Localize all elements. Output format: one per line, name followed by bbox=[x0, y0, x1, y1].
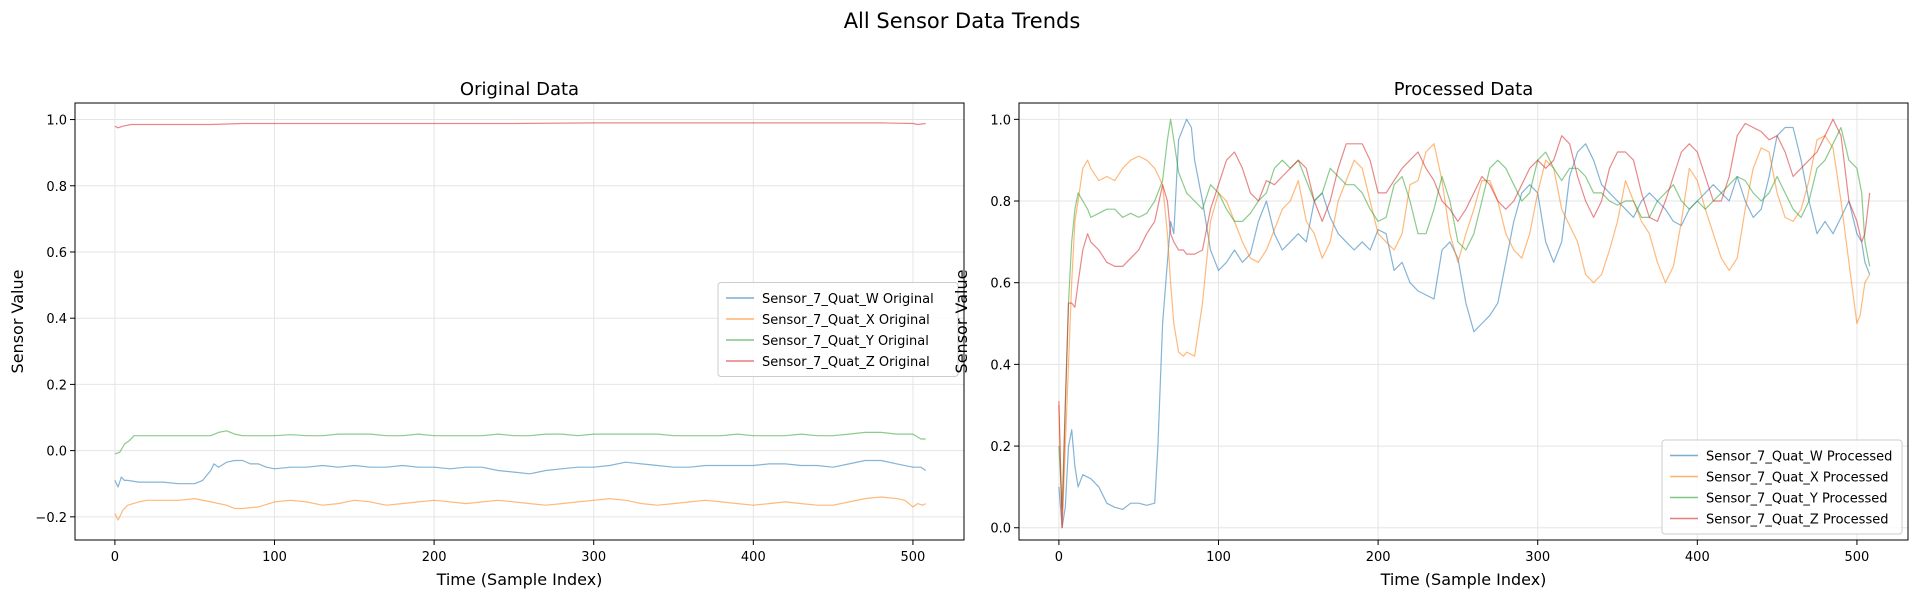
x-axis-label: Time (Sample Index) bbox=[436, 570, 603, 589]
legend-box bbox=[717, 282, 959, 377]
y-tick-label: 1.0 bbox=[46, 114, 67, 129]
series-line-x bbox=[114, 496, 926, 521]
x-tick-label: 500 bbox=[901, 550, 926, 565]
series-line-z bbox=[114, 122, 926, 129]
series-line-y bbox=[114, 430, 926, 455]
legend-label-y: Sensor_7_Quat_Y Original bbox=[762, 334, 929, 349]
legend-label-w: Sensor_7_Quat_W Processed bbox=[1706, 450, 1892, 465]
figure-title: All Sensor Data Trends bbox=[844, 9, 1081, 33]
x-tick-label: 200 bbox=[1366, 550, 1391, 565]
x-tick-label: 400 bbox=[741, 550, 766, 565]
legend-label-w: Sensor_7_Quat_W Original bbox=[762, 292, 934, 307]
panel-title: Processed Data bbox=[1394, 79, 1533, 100]
y-tick-label: 0.0 bbox=[990, 522, 1011, 537]
y-tick-label: 0.8 bbox=[990, 195, 1011, 210]
series-line-y bbox=[1058, 118, 1871, 508]
x-tick-label: 500 bbox=[1845, 550, 1870, 565]
x-tick-label: 300 bbox=[1525, 550, 1550, 565]
series-line-x bbox=[1058, 135, 1871, 529]
y-tick-label: −0.2 bbox=[35, 511, 67, 526]
x-tick-label: 100 bbox=[1206, 550, 1231, 565]
legend: Sensor_7_Quat_W Processed Sensor_7_Quat_X… bbox=[1661, 439, 1903, 535]
legend: Sensor_7_Quat_W Original Sensor_7_Quat_X … bbox=[717, 282, 959, 377]
axes-frame bbox=[1018, 102, 1909, 541]
series-line-z bbox=[1058, 118, 1871, 529]
y-tick-label: 0.4 bbox=[990, 358, 1011, 373]
y-axis-label: Sensor Value bbox=[8, 270, 27, 374]
legend-label-z: Sensor_7_Quat_Z Processed bbox=[1706, 513, 1888, 528]
legend-label-x: Sensor_7_Quat_X Original bbox=[762, 313, 930, 328]
legend-label-x: Sensor_7_Quat_X Processed bbox=[1706, 471, 1888, 486]
series-line-w bbox=[114, 459, 927, 488]
x-tick-label: 400 bbox=[1685, 550, 1710, 565]
y-tick-label: 0.2 bbox=[990, 440, 1011, 455]
y-tick-label: 0.0 bbox=[46, 445, 67, 460]
x-tick-label: 0 bbox=[1055, 550, 1063, 565]
y-tick-label: 0.8 bbox=[46, 180, 67, 195]
x-tick-label: 200 bbox=[422, 550, 447, 565]
panel-title: Original Data bbox=[460, 79, 579, 100]
axes-frame bbox=[74, 102, 965, 541]
chart-panel-2: 0 100 200 300 400 500 0.0 0.2 0.4 0.6 0.8 1.0 Proces… bbox=[952, 79, 1909, 589]
legend-label-y: Sensor_7_Quat_Y Processed bbox=[1706, 492, 1888, 507]
series-line-w bbox=[1058, 118, 1871, 529]
y-tick-label: 0.6 bbox=[990, 277, 1011, 292]
y-tick-label: 0.6 bbox=[46, 246, 67, 261]
x-tick-label: 300 bbox=[581, 550, 606, 565]
legend-box bbox=[1661, 439, 1903, 535]
y-axis-label: Sensor Value bbox=[952, 270, 971, 374]
y-tick-label: 1.0 bbox=[990, 113, 1011, 128]
x-tick-label: 100 bbox=[262, 550, 287, 565]
legend-label-z: Sensor_7_Quat_Z Original bbox=[762, 355, 930, 370]
y-tick-label: 0.4 bbox=[46, 312, 67, 327]
x-tick-label: 0 bbox=[111, 550, 119, 565]
x-axis-label: Time (Sample Index) bbox=[1380, 570, 1547, 589]
y-tick-label: 0.2 bbox=[46, 378, 67, 393]
chart-panel-1: 0 100 200 300 400 500 −0.2 0.0 0.2 0.4 0.6 0.8 1.0 Or… bbox=[8, 79, 965, 589]
